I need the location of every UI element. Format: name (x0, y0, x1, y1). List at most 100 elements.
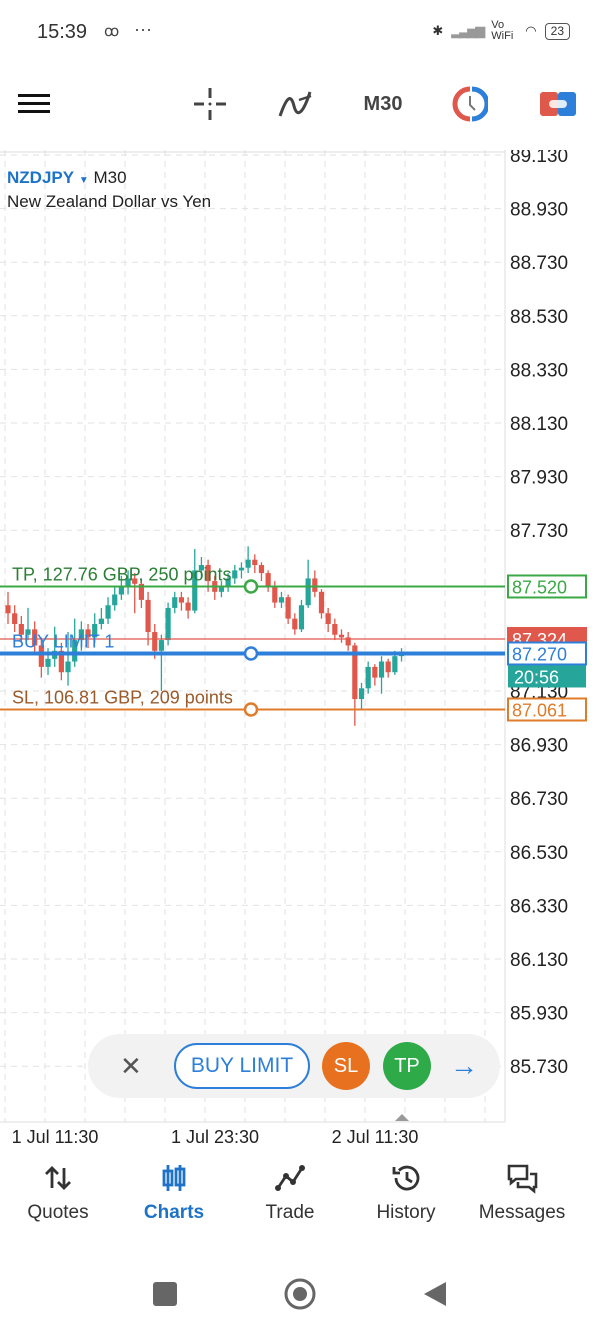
recents-button[interactable] (153, 1282, 177, 1306)
trade-toggle-icon (540, 92, 576, 116)
symbol-dropdown-icon[interactable]: ▼ (78, 175, 89, 186)
candle-body (218, 586, 225, 592)
close-icon[interactable]: ✕ (120, 1050, 142, 1081)
timeframe-button[interactable]: M30 (363, 92, 403, 115)
wifi-icon: ◠ (525, 23, 537, 38)
symbol-description: New Zealand Dollar vs Yen (7, 192, 212, 211)
nav-label: History (376, 1202, 436, 1223)
candle-body (12, 613, 18, 624)
candle-body (298, 605, 305, 630)
price-tick: 86.730 (510, 789, 568, 810)
price-tick: 88.730 (510, 253, 568, 274)
candle-body (25, 629, 31, 635)
menu-button[interactable] (14, 84, 54, 124)
candle-body (225, 578, 231, 587)
candle-body (272, 586, 278, 603)
candle-body (118, 586, 124, 595)
symbol-name[interactable]: NZDJPY (7, 168, 75, 187)
candle-body (152, 632, 158, 651)
price-tick: 88.330 (510, 360, 568, 381)
buy-limit-label: BUY LIMIT 1 (12, 631, 114, 651)
tp-price-box (507, 574, 587, 599)
sl-price: 87.061 (512, 700, 567, 720)
buy-limit-price-box (507, 641, 587, 666)
candle-body (45, 658, 51, 667)
candle-body (338, 634, 345, 638)
candle-body (325, 613, 331, 624)
indicators-icon (278, 91, 312, 117)
chart-symbol[interactable]: NZDJPY ▼ M30 (7, 168, 127, 188)
bar-countdown: 20:56 (514, 667, 559, 687)
candle-body (105, 605, 111, 619)
history-icon (392, 1165, 420, 1191)
one-click-trading-button[interactable] (538, 84, 578, 124)
candle-body (205, 565, 211, 582)
buy-limit-price: 87.270 (512, 644, 567, 664)
clock-button[interactable] (450, 84, 490, 124)
price-chart[interactable]: 89.130 88.930 88.730 88.530 88.330 88.130 87.9… (0, 150, 600, 1150)
candle-body (65, 661, 71, 673)
candle-body (378, 661, 385, 678)
candle-body (32, 629, 38, 646)
time-tick: 1 Jul 23:30 (171, 1127, 259, 1147)
candle-body (232, 570, 238, 579)
order-type-button[interactable]: BUY LIMIT (174, 1043, 310, 1089)
candle-body (365, 666, 371, 689)
indicators-button[interactable] (275, 84, 315, 124)
tp-drag-handle (243, 579, 259, 594)
sl-button[interactable]: SL (322, 1042, 370, 1090)
tp-button[interactable]: TP (383, 1042, 431, 1090)
candle-body (285, 597, 291, 619)
battery-icon: 23 (544, 22, 570, 40)
candle-body (18, 624, 24, 635)
nav-charts[interactable]: Charts (116, 1162, 232, 1252)
candle-body (305, 578, 311, 606)
candle-body (145, 599, 151, 633)
price-tick: 89.130 (510, 150, 568, 167)
candle-body (372, 666, 378, 678)
candle-body (392, 656, 398, 673)
candle-body (158, 640, 165, 651)
trade-panel: ✕ BUY LIMIT SL TP → (88, 1034, 500, 1098)
home-button[interactable] (284, 1278, 316, 1310)
candle-body (125, 578, 131, 587)
sl-label: SL, 106.81 GBP, 209 points (12, 687, 233, 707)
candle-body (5, 605, 11, 614)
candle-body (85, 629, 91, 638)
voicemail-icon: ꝏ (104, 23, 120, 40)
price-tick: 86.330 (510, 896, 568, 917)
bluetooth-icon: ✱ (432, 23, 444, 38)
back-button[interactable] (424, 1282, 446, 1306)
home-icon (293, 1287, 307, 1301)
candle-body (198, 565, 205, 571)
quotes-icon (45, 1166, 71, 1190)
price-tick: 87.930 (510, 468, 568, 489)
candle-body (138, 583, 144, 600)
time-tick: 2 Jul 11:30 (332, 1127, 419, 1147)
candle-body (112, 594, 118, 606)
nav-label: Messages (478, 1202, 566, 1223)
nav-history[interactable]: History (348, 1162, 464, 1252)
nav-trade[interactable]: Trade (232, 1162, 348, 1252)
candle-body (72, 640, 78, 662)
nav-messages[interactable]: Messages (464, 1162, 580, 1252)
candle-body (92, 624, 98, 638)
candle-body (258, 565, 265, 574)
candle-body (385, 661, 391, 673)
candle-body (178, 597, 185, 603)
nav-quotes[interactable]: Quotes (0, 1162, 116, 1252)
time-tick: 1 Jul 11:30 (12, 1127, 99, 1147)
candle-body (98, 618, 104, 624)
arrow-right-icon[interactable]: → (450, 1050, 478, 1081)
buy-limit-drag-handle (243, 646, 259, 661)
tp-price: 87.520 (512, 577, 567, 597)
countdown-box (508, 665, 586, 688)
messages-icon (507, 1164, 538, 1194)
sl-drag-handle (243, 702, 259, 717)
candle-body (192, 570, 198, 611)
nav-label: Quotes (27, 1202, 89, 1223)
candle-body (185, 602, 191, 611)
sl-price-box (507, 697, 587, 722)
candle-body (358, 688, 365, 700)
crosshair-button[interactable] (190, 84, 230, 124)
